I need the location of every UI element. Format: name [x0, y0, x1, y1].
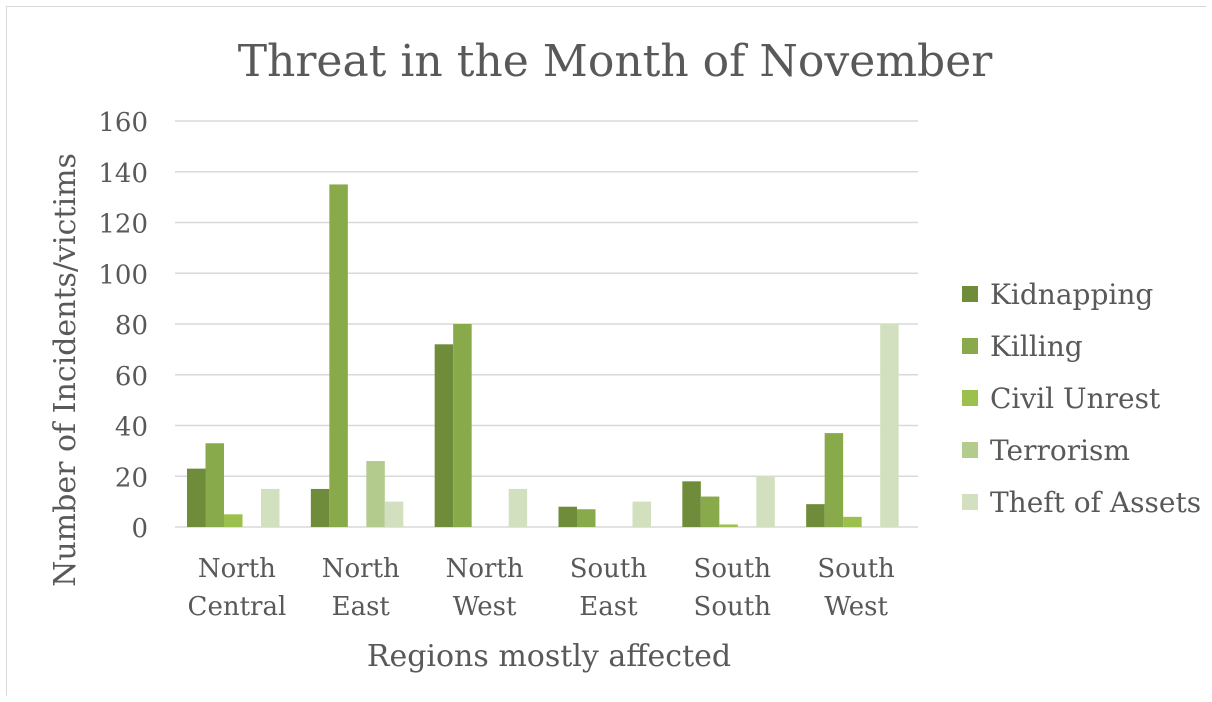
y-tick-label: 0: [131, 514, 148, 544]
bar-kidnapping: [434, 344, 454, 527]
y-tick-label: 140: [98, 159, 148, 189]
x-tick-label: West: [453, 592, 517, 622]
bar-terrorism: [366, 461, 385, 527]
x-tick-label: South: [694, 554, 772, 584]
bar-kidnapping: [558, 506, 577, 527]
legend-label: Theft of Assets: [990, 486, 1201, 519]
x-axis-label: Regions mostly affected: [367, 639, 731, 674]
legend-label: Kidnapping: [990, 278, 1153, 311]
bar-theft-of-assets: [756, 476, 775, 527]
bar-civil-unrest: [719, 524, 738, 527]
bar-kidnapping: [682, 481, 701, 527]
bar-kidnapping: [806, 504, 825, 527]
x-tick-label: Central: [188, 592, 287, 622]
bar-theft-of-assets: [632, 501, 651, 527]
y-tick-label: 20: [115, 463, 148, 493]
y-tick-label: 120: [98, 210, 148, 240]
x-tick-label: South: [570, 554, 648, 584]
legend-label: Civil Unrest: [990, 382, 1161, 415]
bar-civil-unrest: [224, 514, 243, 527]
x-tick-labels: North Central North East North West South East S…: [188, 554, 895, 622]
bar-killing: [453, 324, 472, 527]
y-tick-label: 40: [115, 413, 148, 443]
x-tick-label: West: [824, 592, 888, 622]
legend-label: Terrorism: [990, 434, 1130, 467]
bar-theft-of-assets: [384, 501, 404, 527]
bar-theft-of-assets: [261, 488, 280, 527]
x-tick-label: South: [817, 554, 895, 584]
x-tick-label: North: [322, 554, 400, 584]
chart-title: Threat in the Month of November: [238, 36, 994, 87]
legend-swatch: [962, 390, 978, 406]
x-tick-label: South: [694, 592, 772, 622]
bar-killing: [700, 496, 720, 527]
y-tick-label: 160: [98, 108, 148, 138]
legend-swatch: [962, 338, 978, 354]
legend-swatch: [962, 286, 978, 302]
bar-theft-of-assets: [508, 488, 528, 527]
gridlines: [175, 120, 918, 528]
legend-swatch: [962, 442, 978, 458]
bar-killing: [329, 184, 348, 527]
bar-killing: [824, 433, 844, 527]
bar-killing: [577, 509, 596, 527]
legend-swatch: [962, 494, 978, 510]
bar-kidnapping: [187, 468, 206, 527]
y-tick-labels: 0 20 40 60 80 100 120 140 160: [98, 108, 148, 544]
bar-civil-unrest: [843, 516, 862, 527]
bar-kidnapping: [310, 488, 330, 527]
y-axis-label: Number of Incidents/victims: [48, 153, 83, 587]
x-tick-label: North: [198, 554, 276, 584]
x-tick-label: East: [332, 592, 391, 622]
x-tick-label: East: [579, 592, 638, 622]
y-tick-label: 100: [98, 260, 148, 290]
y-tick-label: 80: [115, 311, 148, 341]
bar-theft-of-assets: [880, 324, 899, 527]
legend-label: Killing: [990, 330, 1083, 363]
bars: [187, 184, 899, 527]
bar-killing: [205, 443, 224, 527]
legend: Kidnapping Killing Civil Unrest Terrorism Th…: [962, 278, 1201, 519]
y-tick-label: 60: [115, 362, 148, 392]
x-tick-label: North: [446, 554, 524, 584]
